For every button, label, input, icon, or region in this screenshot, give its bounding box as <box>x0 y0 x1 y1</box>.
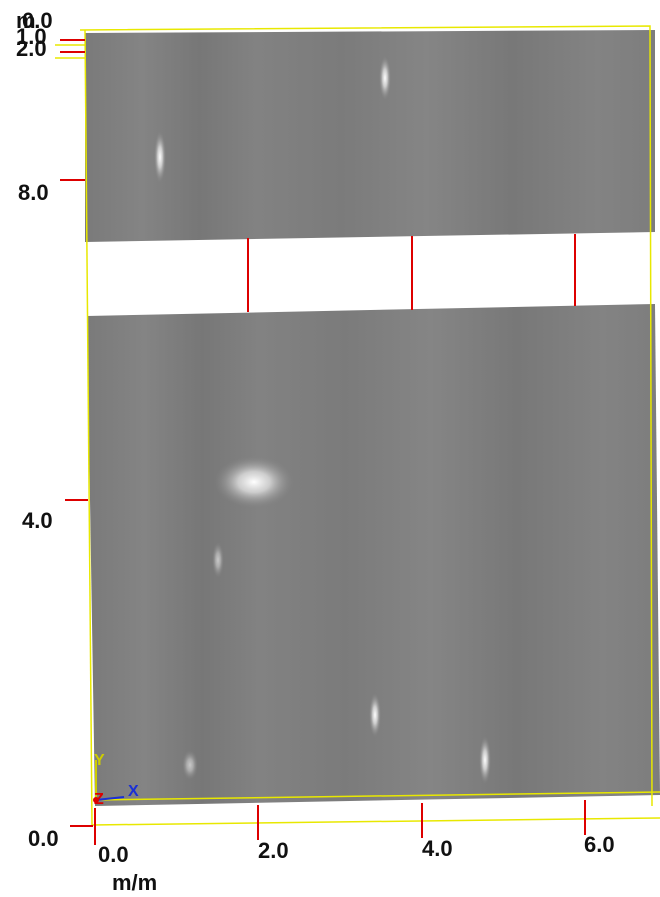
axis-label: 4.0 <box>22 508 53 533</box>
reflection <box>214 456 294 508</box>
triad-z: Z <box>94 791 104 808</box>
reflection <box>479 736 491 784</box>
axis-label: 8.0 <box>18 180 49 205</box>
bottom-axis-labels: 0.0 2.0 4.0 6.0 m/m <box>98 832 615 895</box>
axis-label: 2.0 <box>258 838 289 863</box>
triad-y: Y <box>94 752 105 769</box>
upper-slice <box>85 30 655 242</box>
axis-label: 4.0 <box>422 836 453 861</box>
reflection <box>379 56 391 100</box>
axis-label: 0.0 <box>98 842 129 867</box>
axis-unit: m/m <box>112 870 157 895</box>
reflection <box>212 542 224 578</box>
triad-x: X <box>128 783 139 800</box>
reflection <box>154 131 166 183</box>
page: {"left_axis": {"labels": ["m", "0.0", "1… <box>0 0 660 897</box>
reflection <box>369 693 381 737</box>
reflection <box>182 750 198 780</box>
axis-label: 6.0 <box>584 832 615 857</box>
axis-label: 2.0 <box>16 36 47 61</box>
scan-view: Y Z X m 0.0 1.0 2.0 8.0 4.0 0.0 0.0 2.0 … <box>0 0 660 897</box>
frame-line <box>92 818 660 825</box>
left-axis-labels: m 0.0 1.0 2.0 8.0 4.0 0.0 <box>16 8 59 851</box>
scan-image <box>85 30 660 806</box>
axis-label: 0.0 <box>28 826 59 851</box>
